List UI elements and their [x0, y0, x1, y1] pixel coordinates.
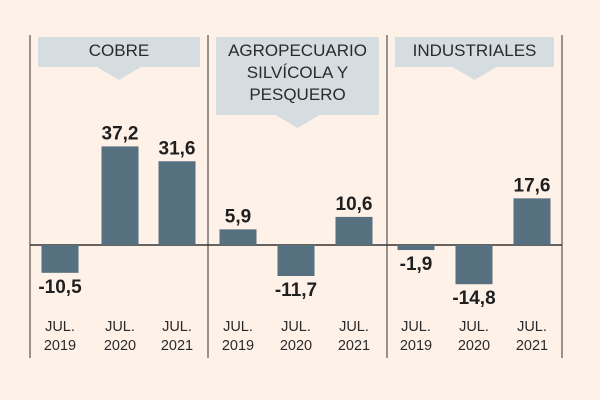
panel-title-1-line-1: SILVÍCOLA Y	[247, 63, 348, 82]
tick-label-1-1-0: JUL.	[281, 319, 311, 335]
bar-2-2	[513, 198, 551, 245]
tick-label-1-2-0: JUL.	[339, 319, 369, 335]
panel-banner-0	[38, 37, 200, 80]
value-label-0-2: 31,6	[159, 138, 196, 159]
panel-title-0-line-0: COBRE	[89, 41, 149, 60]
panel-banner-1	[216, 37, 379, 128]
bar-0-2	[158, 161, 196, 245]
tick-label-0-2-1: 2021	[161, 338, 193, 354]
value-label-0-1: 37,2	[102, 123, 139, 144]
value-label-1-2: 10,6	[336, 194, 373, 215]
tick-label-0-1-0: JUL.	[105, 319, 135, 335]
panel-title-1-line-2: PESQUERO	[249, 85, 345, 104]
bar-1-1	[277, 245, 315, 277]
tick-label-2-0-1: 2019	[400, 338, 432, 354]
tick-label-1-0-1: 2019	[222, 338, 254, 354]
tick-label-1-2-1: 2021	[338, 338, 370, 354]
value-label-2-0: -1,9	[400, 254, 433, 275]
bar-2-1	[455, 245, 493, 285]
bar-0-0	[41, 245, 79, 273]
tick-label-2-0-0: JUL.	[401, 319, 431, 335]
tick-label-1-1-1: 2020	[280, 338, 312, 354]
value-label-1-1: -11,7	[275, 280, 317, 301]
tick-label-2-1-1: 2020	[458, 338, 490, 354]
value-label-2-2: 17,6	[514, 175, 551, 196]
bar-1-2	[335, 216, 373, 245]
panel-title-1-line-0: AGROPECUARIO	[228, 41, 367, 60]
panel-banner-2	[395, 37, 554, 80]
value-label-1-0: 5,9	[225, 206, 251, 227]
tick-label-0-0-0: JUL.	[45, 319, 75, 335]
tick-label-2-2-0: JUL.	[517, 319, 547, 335]
bar-0-1	[101, 146, 139, 245]
bar-1-0	[219, 229, 257, 245]
tick-label-2-1-0: JUL.	[459, 319, 489, 335]
bar-2-0	[397, 245, 435, 251]
tick-label-0-0-1: 2019	[44, 338, 76, 354]
value-label-2-1: -14,8	[452, 288, 495, 309]
tick-label-0-1-1: 2020	[104, 338, 136, 354]
tick-label-0-2-0: JUL.	[162, 319, 192, 335]
value-label-0-0: -10,5	[38, 277, 82, 298]
tick-label-2-2-1: 2021	[516, 338, 548, 354]
tick-label-1-0-0: JUL.	[223, 319, 253, 335]
panel-title-2-line-0: INDUSTRIALES	[413, 41, 537, 60]
